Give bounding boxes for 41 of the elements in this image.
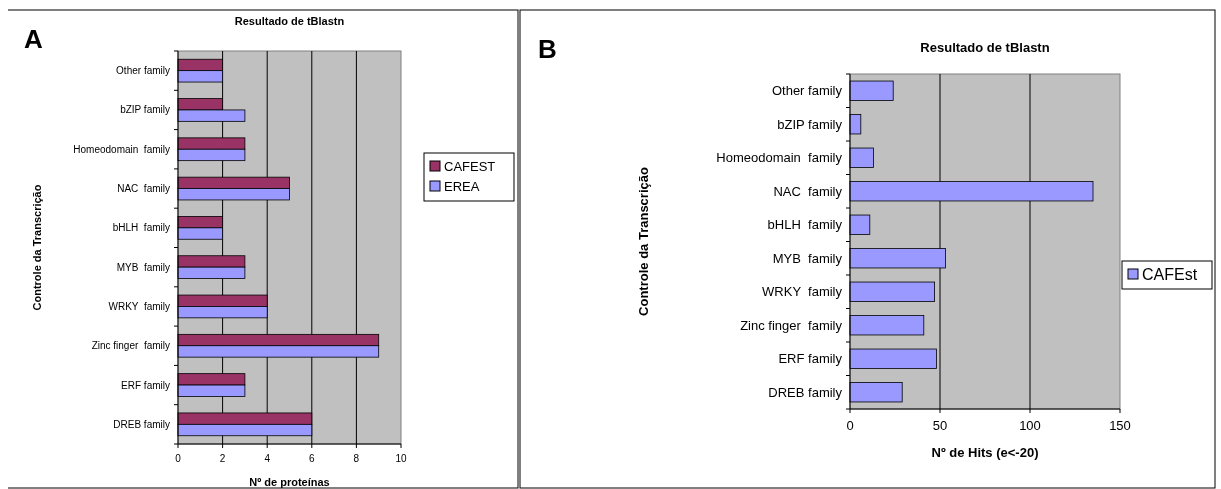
x-tick-label: 10: [395, 453, 407, 464]
x-tick-label: 4: [264, 453, 271, 464]
y-axis-title: Controle da Transcrição: [636, 167, 651, 316]
y-tick-label: WRKY family: [762, 284, 843, 300]
x-tick-label: 0: [846, 418, 854, 433]
x-axis-title: Nº de proteínas: [249, 476, 330, 488]
y-tick-label: MYB family: [772, 250, 843, 266]
text: B: [538, 34, 557, 64]
y-tick-label: bZIP family: [120, 104, 170, 116]
x-tick-label: 0: [175, 453, 182, 464]
y-tick-label: Zinc finger family: [740, 317, 843, 333]
y-tick-label: ERF family: [121, 379, 170, 391]
y-tick-label: Zinc finger family: [91, 340, 170, 352]
y-tick-label: Other family: [116, 65, 170, 77]
text: A: [24, 24, 43, 54]
chart-title: Resultado de tBlastn: [920, 40, 1050, 55]
x-tick-label: 100: [1019, 418, 1041, 433]
y-tick-label: MYB family: [116, 261, 170, 273]
y-axis-title: Controle da Transcrição: [31, 184, 43, 311]
y-tick-label: bHLH family: [112, 222, 170, 234]
y-tick-label: Homeodomain family: [73, 143, 170, 155]
y-tick-label: WRKY family: [108, 300, 170, 312]
legend-label: EREA: [444, 178, 480, 194]
x-axis-title: Nº de Hits (e<-20): [931, 445, 1039, 460]
y-tick-label: bHLH family: [767, 217, 843, 233]
x-tick-label: 2: [219, 453, 226, 464]
y-tick-label: bZIP family: [777, 116, 843, 132]
x-tick-label: 6: [309, 453, 316, 464]
x-tick-label: 150: [1109, 418, 1131, 433]
y-tick-label: Other family: [771, 83, 843, 99]
x-tick-label: 50: [932, 418, 948, 433]
legend-label: CAFEST: [444, 158, 496, 174]
legend-label: CAFEst: [1142, 265, 1198, 283]
y-tick-label: NAC family: [117, 183, 170, 195]
y-tick-label: DREB family: [768, 384, 843, 400]
y-tick-label: DREB family: [113, 418, 170, 430]
y-tick-label: ERF family: [778, 351, 843, 367]
x-tick-label: 8: [353, 453, 360, 464]
y-tick-label: NAC family: [773, 183, 843, 199]
chart-title: Resultado de tBlastn: [234, 15, 345, 27]
y-tick-label: Homeodomain family: [716, 150, 843, 166]
